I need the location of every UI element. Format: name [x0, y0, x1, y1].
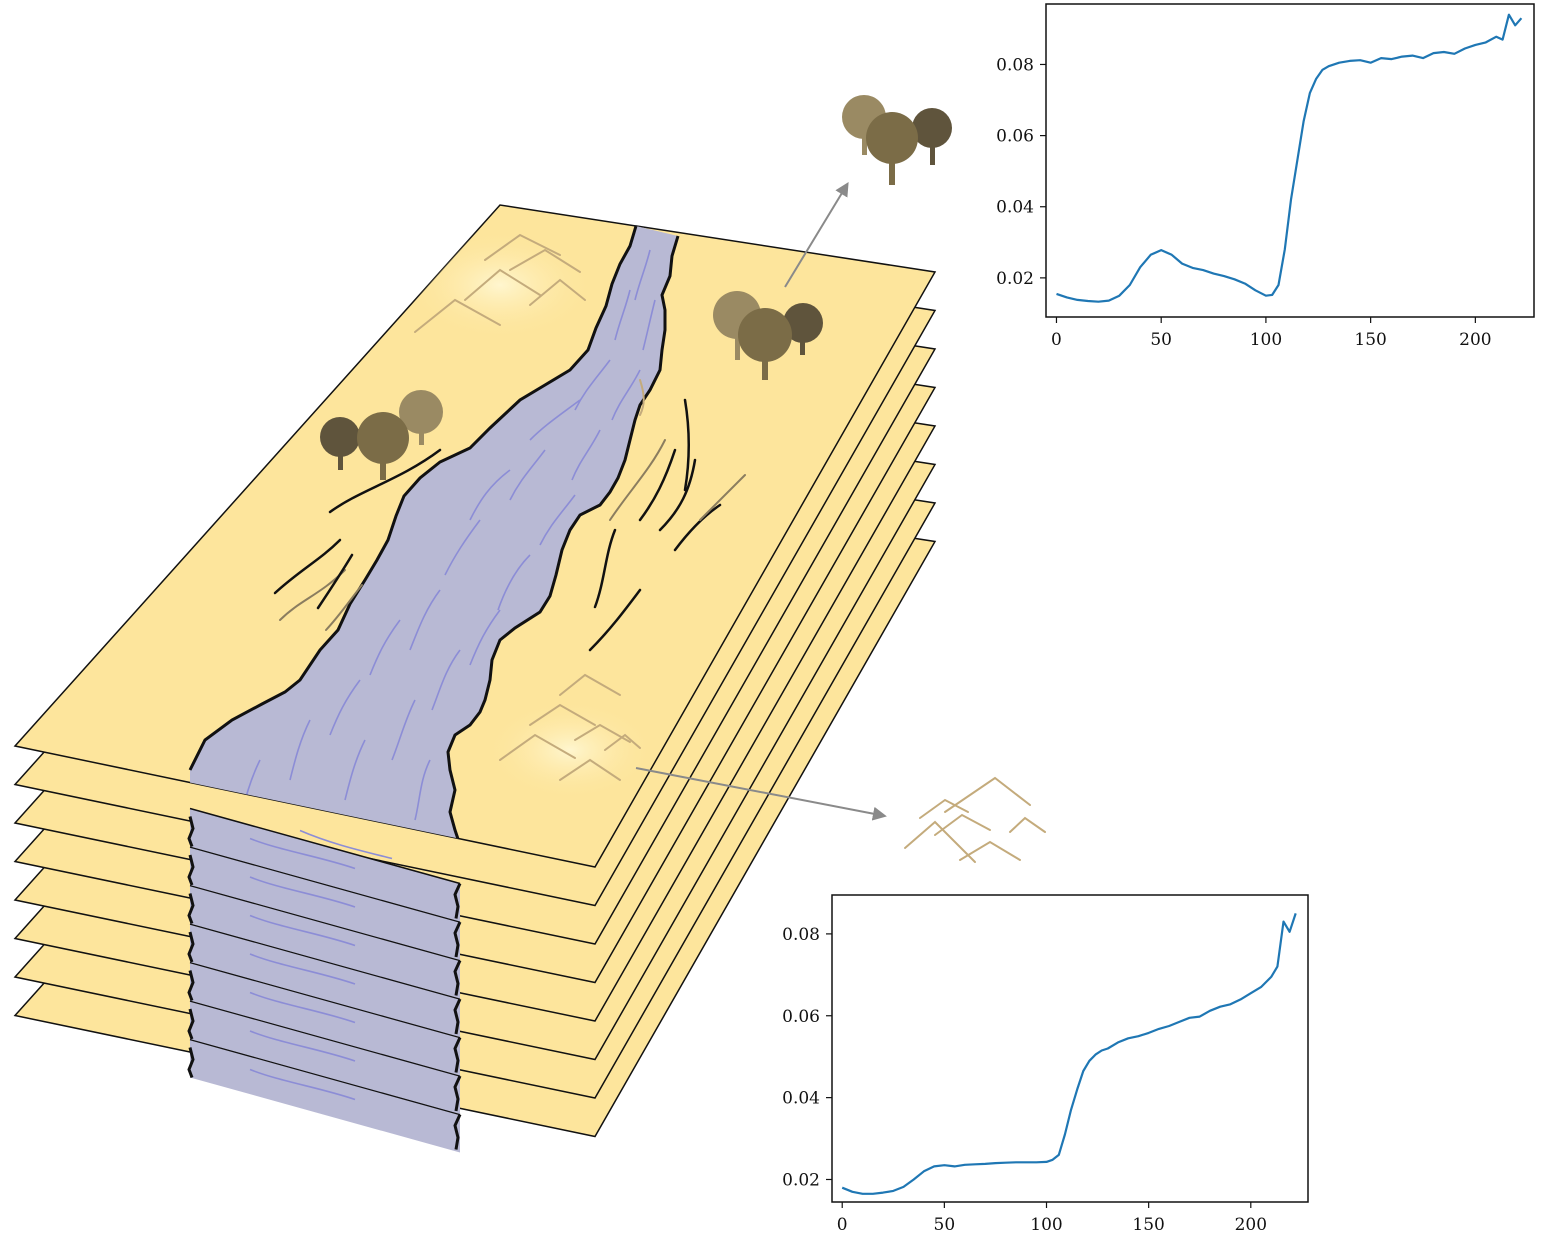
x-tick-label: 100: [1250, 330, 1282, 350]
y-tick-label: 0.02: [782, 1170, 820, 1190]
y-tick-label: 0.04: [996, 198, 1034, 218]
layer-edge: [189, 961, 461, 1039]
y-tick-label: 0.08: [996, 55, 1034, 75]
x-tick-label: 0: [1051, 330, 1062, 350]
dunes-ndvi-chart: 0 50 100 150 200 0.02 0.04 0.06 0.08: [782, 894, 1309, 1235]
y-tick-label: 0.06: [782, 1007, 820, 1027]
layer-bank-left: [187, 854, 195, 886]
layer-bank-right: [453, 998, 462, 1035]
x-tick-label: 100: [1030, 1215, 1062, 1235]
river-bank-left: [188, 225, 638, 771]
layer-bank-left: [187, 970, 195, 1002]
layer-bank-left: [187, 893, 195, 925]
chart-frame: [831, 894, 1309, 1203]
layer-edge: [189, 1038, 461, 1116]
forest-ndvi-chart: 0 50 100 150 200 0.02 0.04 0.06 0.08: [996, 3, 1535, 350]
x-tick-label: 150: [1132, 1215, 1164, 1235]
layer-edge: [189, 884, 461, 962]
x-tick-label: 200: [1459, 330, 1491, 350]
layer-bank-left: [187, 1047, 195, 1079]
layer-river: [190, 1001, 460, 1114]
x-tick-label: 50: [934, 1215, 956, 1235]
layer-river: [190, 847, 460, 960]
y-tick-label: 0.02: [996, 269, 1034, 289]
layer-edge: [189, 807, 461, 885]
layer-river: [190, 962, 460, 1076]
layer-bank-left: [187, 1008, 195, 1040]
y-tick-label: 0.08: [782, 925, 820, 945]
layer-river: [190, 808, 460, 922]
dunes-icon: [414, 233, 586, 333]
dunes-icon: [499, 673, 641, 781]
arrow-icon: [635, 767, 887, 821]
y-tick-label: 0.06: [996, 127, 1034, 147]
layer-bank-right: [453, 959, 462, 996]
layer-edge: [189, 1000, 461, 1077]
river-flow-lines: [239, 249, 656, 821]
y-tick-label: 0.04: [782, 1089, 820, 1109]
trees-icon: [842, 95, 952, 185]
trees-icon: [320, 390, 443, 480]
layer-bank-right: [453, 1075, 462, 1112]
layer-bank-right: [453, 1113, 462, 1150]
layer-flow-lines: [249, 829, 393, 870]
gullies: [273, 379, 746, 652]
x-tick-label: 0: [837, 1215, 848, 1235]
dunes-icon: [904, 776, 1046, 863]
x-tick-label: 150: [1354, 330, 1386, 350]
layer-bank-left: [187, 931, 195, 963]
layer-edge: [189, 923, 461, 1000]
x-tick-label: 50: [1150, 330, 1172, 350]
river-bank-right: [446, 235, 680, 846]
series-line: [841, 913, 1297, 1195]
layer-river: [190, 1039, 460, 1153]
trees-icon: [713, 291, 823, 380]
layer-bank-left: [187, 816, 195, 848]
layer-river: [190, 885, 460, 999]
top-layer: [13, 204, 937, 868]
series-line: [1056, 13, 1523, 303]
layer-bank-right: [453, 1036, 462, 1073]
layer-bank-right: [453, 921, 462, 958]
x-tick-label: 200: [1235, 1215, 1267, 1235]
layer-edge: [189, 846, 461, 923]
river: [190, 226, 678, 845]
layer-bank-right: [453, 882, 462, 919]
arrow-icon: [784, 182, 849, 288]
layer-river: [190, 924, 460, 1037]
chart-frame: [1045, 3, 1535, 318]
